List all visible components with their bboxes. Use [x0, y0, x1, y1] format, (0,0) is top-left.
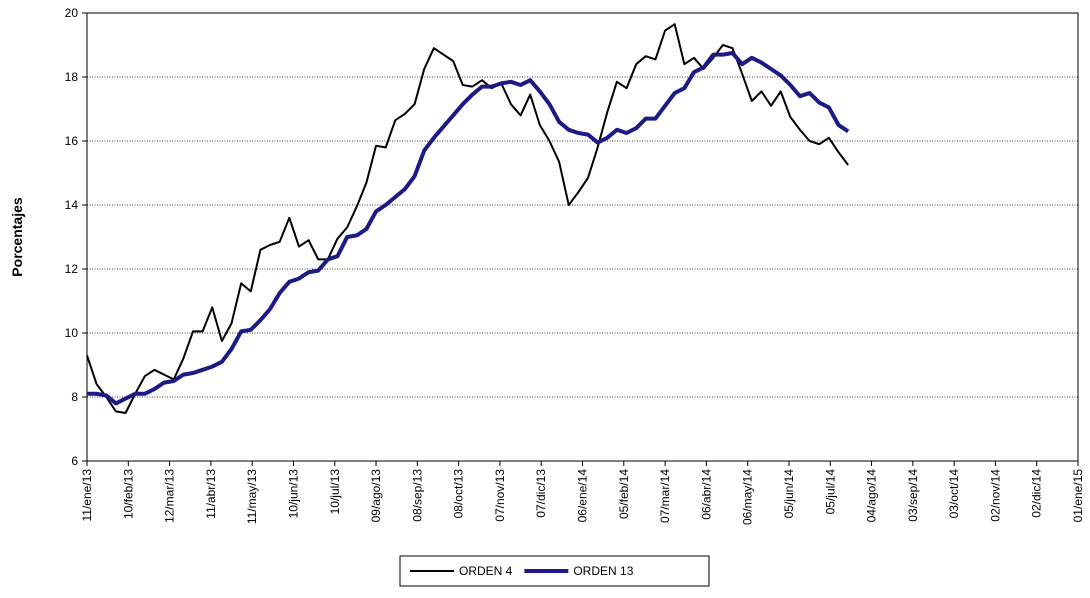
- x-tick-label: 02/dic/14: [1030, 469, 1044, 518]
- x-tick-label: 02/nov/14: [988, 469, 1002, 522]
- series-line: [86, 23, 849, 414]
- plot-border: [86, 12, 1079, 462]
- y-tick-label: 8: [71, 390, 78, 404]
- x-tick-label: 12/mar/13: [163, 469, 177, 523]
- y-tick-label: 6: [71, 454, 78, 468]
- x-tick-label: 10/feb/13: [121, 469, 135, 519]
- x-tick-label: 07/dic/13: [534, 469, 548, 518]
- x-tick-label: 06/may/14: [741, 469, 755, 525]
- x-tick-label: 03/sep/14: [906, 469, 920, 522]
- y-tick-label: 12: [65, 262, 79, 276]
- x-tick-label: 07/nov/13: [493, 469, 507, 522]
- y-tick-label: 18: [65, 70, 79, 84]
- y-tick-label: 20: [65, 6, 79, 20]
- x-tick-label: 01/ene/15: [1071, 469, 1085, 523]
- x-tick-label: 08/oct/13: [452, 469, 466, 519]
- legend-label: ORDEN 4: [459, 564, 513, 578]
- x-tick-label: 06/abr/14: [699, 469, 713, 520]
- y-tick-label: 10: [65, 326, 79, 340]
- y-tick-label: 14: [65, 198, 79, 212]
- series-line: [87, 51, 850, 406]
- x-tick-label: 11/ene/13: [80, 469, 94, 522]
- legend: ORDEN 4 ORDEN 13: [399, 555, 710, 587]
- x-tick-label: 10/jul/13: [328, 469, 342, 515]
- x-tick-label: 11/may/13: [245, 469, 259, 524]
- legend-box: [399, 555, 710, 587]
- x-tick-label: 05/jul/14: [823, 469, 837, 515]
- x-tick-label: 07/mar/14: [658, 469, 672, 523]
- x-tick-label: 09/ago/13: [369, 469, 383, 523]
- x-tick-label: 04/ago/14: [865, 469, 879, 523]
- x-tick-label: 10/jun/13: [286, 469, 300, 519]
- y-tick-label: 16: [65, 134, 79, 148]
- x-tick-label: 05/feb/14: [617, 469, 631, 519]
- y-axis-label: Porcentajes: [9, 197, 25, 277]
- x-tick-label: 11/abr/13: [204, 469, 218, 519]
- x-tick-label: 08/sep/13: [410, 469, 424, 522]
- x-tick-label: 05/jun/14: [782, 469, 796, 519]
- legend-label: ORDEN 13: [573, 564, 633, 578]
- x-tick-label: 03/oct/14: [947, 469, 961, 519]
- x-tick-label: 06/ene/14: [576, 469, 590, 523]
